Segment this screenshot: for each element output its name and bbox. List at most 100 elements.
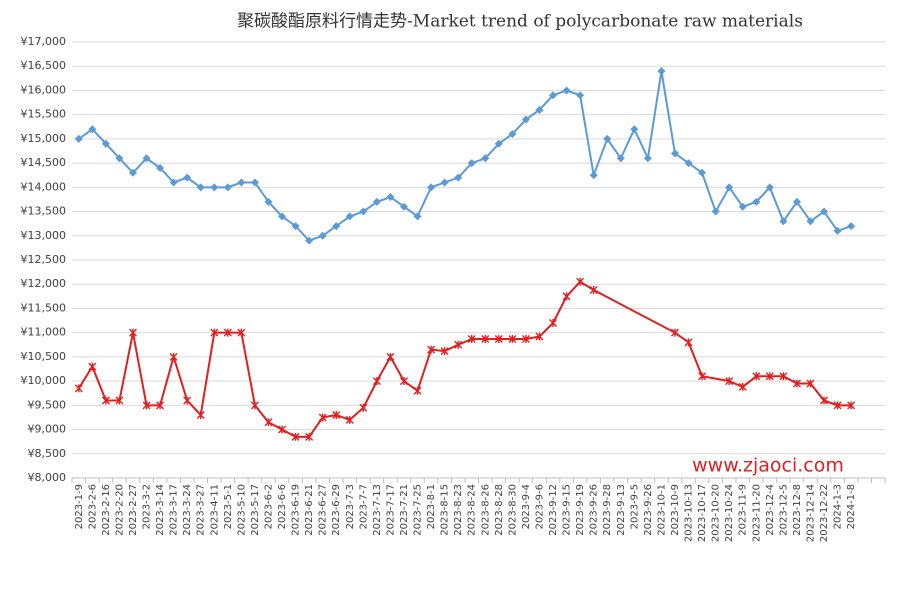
marker — [562, 292, 571, 301]
marker — [792, 379, 801, 388]
marker — [725, 183, 734, 192]
x-tick-label: 2023-8-30 — [507, 484, 518, 536]
x-tick-label: 2023-3-17 — [169, 484, 180, 536]
x-tick-label: 2023-10-20 — [711, 484, 722, 542]
x-tick-label: 2023-5-17 — [250, 484, 261, 536]
x-tick-label: 2023-9-12 — [548, 484, 559, 536]
x-tick-label: 2023-8-26 — [480, 484, 491, 536]
y-tick-label: ¥13,000 — [21, 229, 67, 242]
y-tick-label: ¥17,000 — [21, 35, 67, 48]
x-tick-label: 2023-12-5 — [778, 484, 789, 536]
y-tick-label: ¥9,000 — [28, 423, 67, 436]
x-tick-label: 2024-1-3 — [833, 484, 844, 529]
marker — [142, 154, 151, 163]
marker — [535, 105, 544, 114]
marker — [413, 386, 422, 395]
x-tick-label: 2023-9-5 — [629, 484, 640, 529]
marker — [74, 384, 83, 393]
marker — [752, 197, 761, 206]
marker — [291, 432, 300, 441]
marker — [711, 207, 720, 216]
marker — [115, 396, 124, 405]
y-tick-label: ¥13,500 — [21, 205, 67, 218]
marker — [142, 401, 151, 410]
marker — [223, 328, 232, 337]
x-tick-label: 2023-5-1 — [223, 484, 234, 529]
marker — [305, 236, 314, 245]
marker — [440, 347, 449, 356]
x-tick-label: 2023-7-21 — [399, 484, 410, 536]
marker — [183, 396, 192, 405]
y-tick-label: ¥14,500 — [21, 156, 67, 169]
marker — [698, 372, 707, 381]
x-tick-label: 2023-3-14 — [155, 484, 166, 536]
x-tick-label: 2023-9-28 — [602, 484, 613, 536]
marker — [481, 154, 490, 163]
x-tick-label: 2023-12-4 — [765, 484, 776, 536]
marker — [196, 183, 205, 192]
marker — [738, 202, 747, 211]
marker — [359, 207, 368, 216]
marker — [88, 125, 97, 134]
marker — [318, 231, 327, 240]
marker — [291, 222, 300, 231]
marker — [630, 125, 639, 134]
marker — [413, 212, 422, 221]
marker — [237, 178, 246, 187]
marker — [156, 163, 165, 172]
marker — [427, 183, 436, 192]
x-tick-label: 2023-7-17 — [385, 484, 396, 536]
marker — [603, 134, 612, 143]
marker — [115, 154, 124, 163]
marker — [806, 217, 815, 226]
marker — [250, 401, 259, 410]
marker — [210, 328, 219, 337]
x-tick-label: 2023-2-16 — [101, 484, 112, 536]
marker — [521, 115, 530, 124]
marker — [156, 401, 165, 410]
series-line — [78, 70, 852, 242]
marker — [820, 396, 829, 405]
marker — [589, 286, 598, 295]
x-tick-label: 2023-3-27 — [196, 484, 207, 536]
marker — [183, 173, 192, 182]
marker — [250, 178, 259, 187]
x-tick-label: 2023-8-23 — [453, 484, 464, 536]
marker — [169, 178, 178, 187]
x-tick-label: 2023-7-13 — [372, 484, 383, 536]
marker — [792, 197, 801, 206]
y-tick-label: ¥9,500 — [28, 398, 67, 411]
marker — [264, 418, 273, 427]
marker — [196, 411, 205, 420]
marker — [779, 217, 788, 226]
x-tick-label: 2023-4-11 — [209, 484, 220, 536]
marker — [508, 130, 517, 139]
x-tick-label: 2023-9-26 — [589, 484, 600, 536]
x-tick-label: 2023-9-26 — [643, 484, 654, 536]
x-tick-label: 2023-7-3 — [345, 484, 356, 529]
marker — [399, 377, 408, 386]
x-tick-label: 2023-2-20 — [114, 484, 125, 536]
marker — [481, 334, 490, 343]
marker — [684, 338, 693, 347]
marker — [372, 197, 381, 206]
x-tick-label: 2023-3-24 — [182, 484, 193, 536]
chart-title: 聚碳酸酯原料行情走势-Market trend of polycarbonate… — [237, 12, 803, 32]
marker — [74, 134, 83, 143]
y-tick-label: ¥11,000 — [21, 326, 67, 339]
y-tick-label: ¥8,500 — [28, 447, 67, 460]
marker — [576, 91, 585, 100]
marker — [847, 222, 856, 231]
x-tick-label: 2023-6-2 — [263, 484, 274, 529]
series-line — [77, 280, 852, 438]
x-tick-label: 2023-6-19 — [291, 484, 302, 536]
marker — [549, 91, 558, 100]
x-tick-label: 2023-1-9 — [74, 484, 85, 529]
marker — [278, 212, 287, 221]
x-tick-label: 2024-1-8 — [846, 484, 857, 529]
marker — [345, 415, 354, 424]
marker — [440, 178, 449, 187]
x-tick-label: 2023-10-13 — [684, 484, 695, 542]
marker — [427, 345, 436, 354]
marker — [210, 183, 219, 192]
